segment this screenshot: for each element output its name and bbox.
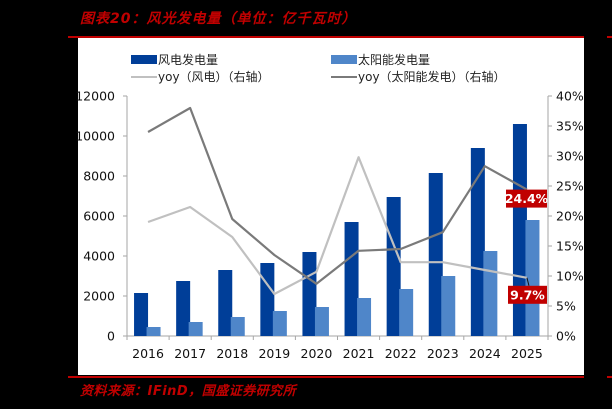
right-axis-label: 25% [556,179,584,194]
x-axis-label: 2017 [174,346,206,361]
left-axis-label: 8000 [83,169,115,184]
solar-2025-callout-text: 24.4% [505,191,549,206]
solar-yoy-line [147,106,528,285]
legend-solar-yoy-label: yoy（太阳能发电）（右轴） [358,69,506,84]
x-axis-label: 2020 [301,346,333,361]
wind-2025-callout-text: 9.7% [510,287,545,302]
wind-bar [176,281,191,336]
left-axis-label: 2000 [83,289,115,304]
right-axis-label: 0% [556,329,576,344]
solar-bar [314,307,329,336]
x-axis-label: 2016 [132,346,164,361]
wind-bar [428,173,443,336]
wind-bar [386,197,401,336]
right-axis-label: 20% [556,209,584,224]
x-axis-label: 2025 [511,346,543,361]
x-axis-label: 2021 [343,346,375,361]
left-axis-label: 0 [107,329,115,344]
legend-wind-yoy-label: yoy（风电）（右轴） [158,69,270,84]
solar-2025-callout-box [506,189,547,208]
legend-solar-bar-swatch [331,55,357,64]
title-rule [68,36,584,38]
solar-bar [230,317,245,336]
wind-bar [302,252,317,336]
right-axis-label: 5% [556,299,576,314]
wind-bar [134,293,149,336]
wind-bar [470,148,485,336]
left-axis-label: 10000 [75,129,115,144]
solar-bar [483,251,498,336]
right-axis-label: 10% [556,269,584,284]
right-axis-label: 40% [556,89,584,104]
solar-bar [188,322,203,336]
wind-2025-callout-box [508,285,547,304]
wind-bar [344,222,359,336]
x-axis-label: 2023 [427,346,459,361]
source-rule [68,376,584,378]
left-axis-label: 6000 [83,209,115,224]
wind-bar [512,124,527,336]
solar-bar [272,311,287,336]
x-axis-label: 2018 [216,346,248,361]
legend-wind-bar-swatch [131,55,157,64]
legend-solar-bar-label: 太阳能发电量 [358,52,430,67]
chart-panel [78,38,584,375]
title-rule-right [607,36,612,38]
right-axis-label: 30% [556,149,584,164]
legend-wind-bar-label: 风电发电量 [158,52,218,67]
figure-title: 图表20：风光发电量（单位：亿千瓦时） [80,11,357,27]
solar-bar [146,327,161,336]
x-axis-label: 2019 [258,346,290,361]
source-note: 资料来源：IFinD，国盛证券研究所 [80,384,297,399]
solar-bar [441,276,456,336]
left-axis-label: 4000 [83,249,115,264]
solar-bar [357,298,372,336]
left-axis-label: 12000 [75,89,115,104]
solar-bar [399,289,414,336]
x-axis-label: 2022 [385,346,417,361]
right-axis-label: 35% [556,119,584,134]
wind-2025-callout-leader [526,277,530,286]
x-axis-label: 2024 [469,346,501,361]
solar-bar [525,220,540,336]
source-rule-right [607,376,612,378]
wind-bar [218,270,233,336]
wind-yoy-line [147,156,528,296]
right-axis-label: 15% [556,239,584,254]
wind-bar [260,263,275,336]
